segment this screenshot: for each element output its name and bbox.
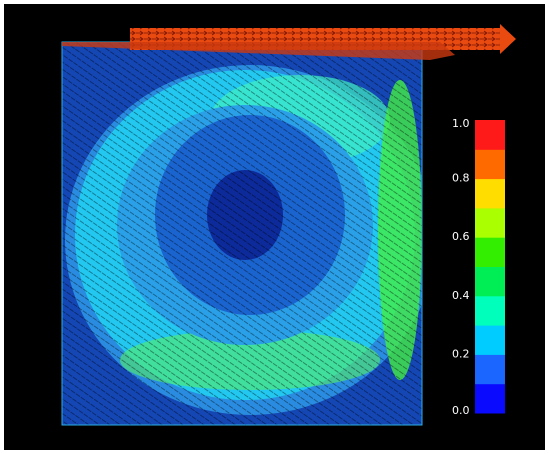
colorbar-tick-label: 0.4 [452,289,470,302]
colorbar-tick-label: 1.0 [452,117,470,130]
colorbar-band [475,266,505,297]
colorbar-band [475,354,505,385]
colorbar-band [475,120,505,150]
lid-shear [62,42,455,60]
colorbar-tick-label: 0.2 [452,347,470,360]
colorbar-band [475,295,505,326]
colorbar-band [475,149,505,180]
colorbar-band [475,178,505,209]
colorbar-tick-label: 0.6 [452,230,470,243]
colorbar-band [475,383,505,414]
colorbar-tick-label: 0.0 [452,404,470,417]
colorbar-tick-label: 0.8 [452,172,470,185]
colorbar-band [475,237,505,267]
colorbar: 0.0 0.2 0.4 0.6 0.8 1.0 [452,117,505,417]
colorbar-band [475,207,505,238]
velocity-field [62,42,422,425]
colorbar-band [475,325,505,355]
